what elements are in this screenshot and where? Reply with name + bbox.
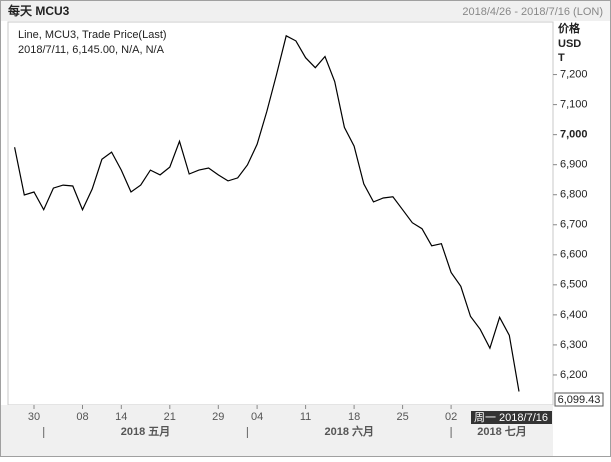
header-bar — [1, 1, 610, 21]
last-price-label: 6,099.43 — [558, 394, 601, 406]
y-tick-label: 7,000 — [560, 129, 588, 141]
last-price-box — [554, 392, 604, 407]
x-tick-label: 18 — [348, 411, 360, 423]
cursor-box — [471, 411, 552, 424]
y-tick-label: 6,600 — [560, 249, 588, 261]
x-tick-label: 02 — [445, 411, 457, 423]
x-tick-label: 21 — [164, 411, 176, 423]
chart-title: 每天 MCU3 — [8, 3, 70, 18]
x-tick-label: 11 — [300, 411, 311, 423]
plot-area — [7, 21, 554, 406]
y-tick-label: 6,500 — [560, 279, 588, 291]
y-tick-label: 7,200 — [560, 68, 588, 80]
x-tick-label: 30 — [28, 411, 40, 423]
y-tick-label: 6,200 — [560, 369, 588, 381]
y-tick-label: 7,100 — [560, 99, 588, 111]
y-axis-label: 价格 — [558, 21, 581, 35]
y-axis-label: USD — [558, 38, 581, 50]
month-label: 2018 七月 — [477, 424, 527, 438]
x-tick-label: 14 — [115, 411, 127, 423]
y-tick-label: 6,700 — [560, 219, 588, 231]
x-tick-label: 08 — [76, 411, 88, 423]
legend-line: 2018/7/11, 6,145.00, N/A, N/A — [18, 44, 165, 56]
x-axis-area — [1, 405, 553, 456]
x-tick-label: 29 — [212, 411, 224, 423]
cursor-label: 周一 2018/7/16 — [474, 411, 548, 424]
legend-line: Line, MCU3, Trade Price(Last) — [18, 29, 167, 41]
y-axis-label: T — [558, 52, 565, 64]
y-tick-label: 6,900 — [560, 159, 588, 171]
y-tick-label: 6,400 — [560, 309, 588, 321]
month-label: 2018 五月 — [121, 425, 171, 438]
price-line — [14, 34, 520, 392]
x-tick-label: 25 — [396, 411, 408, 423]
month-label: 2018 六月 — [324, 424, 374, 438]
y-tick-label: 6,800 — [560, 189, 588, 201]
x-tick-label: 04 — [251, 411, 263, 423]
date-range: 2018/4/26 - 2018/7/16 (LON) — [462, 6, 603, 18]
y-tick-label: 6,300 — [560, 339, 588, 351]
